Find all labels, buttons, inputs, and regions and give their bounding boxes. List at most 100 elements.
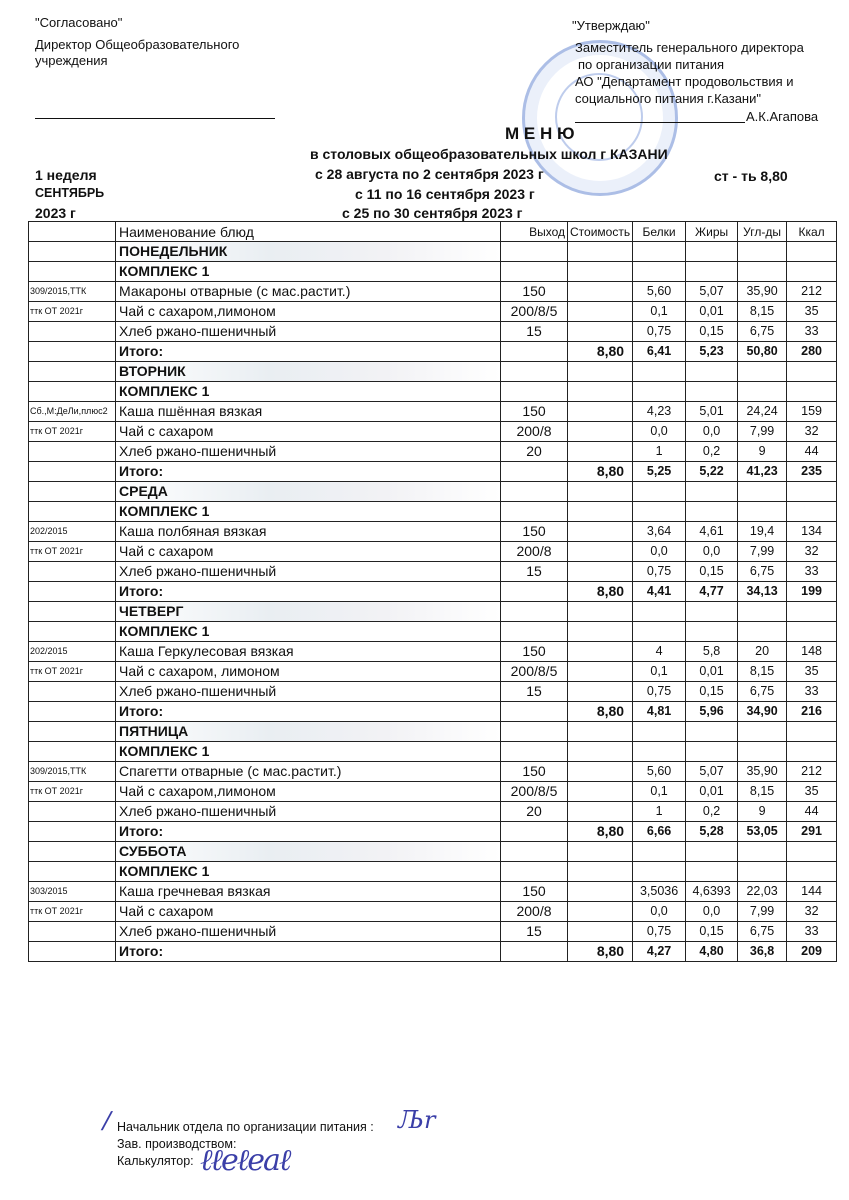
dish-kcal: 32 <box>786 901 838 922</box>
empty-cell <box>500 701 568 722</box>
empty-cell <box>737 721 788 742</box>
dish-cost <box>566 421 634 442</box>
dish-kcal: 212 <box>786 281 838 302</box>
table-row: ттк ОТ 2021г Чай с сахаром,лимоном 200/8/5… <box>28 781 838 802</box>
dish-cost <box>566 561 634 582</box>
dish-code <box>28 321 116 342</box>
kompleks-row: КОМПЛЕКС 1 <box>28 261 838 282</box>
empty-cell <box>500 261 568 282</box>
total-label: Итого: <box>115 821 501 842</box>
total-kcal: 209 <box>786 941 838 962</box>
dish-carbs: 6,75 <box>737 921 788 942</box>
code-cell <box>28 481 116 502</box>
total-row: Итого: 8,80 4,41 4,77 34,13 199 <box>28 581 838 602</box>
dish-kcal: 33 <box>786 681 838 702</box>
dish-protein: 0,1 <box>632 781 687 802</box>
dish-cost <box>566 301 634 322</box>
dish-name: Хлеб ржано-пшеничный <box>115 441 501 462</box>
dish-fat: 5,01 <box>685 401 739 422</box>
dish-fat: 0,0 <box>685 421 739 442</box>
dish-cost <box>566 681 634 702</box>
period-3: с 25 по 30 сентября 2023 г <box>342 205 523 221</box>
empty-cell <box>685 241 739 262</box>
footer-head: Начальник отдела по организации питания … <box>117 1120 374 1134</box>
total-fat: 4,77 <box>685 581 739 602</box>
empty-cell <box>786 621 838 642</box>
total-carbs: 50,80 <box>737 341 788 362</box>
dish-cost <box>566 281 634 302</box>
dish-carbs: 8,15 <box>737 661 788 682</box>
dish-protein: 0,1 <box>632 661 687 682</box>
empty-cell <box>632 481 687 502</box>
dish-fat: 0,15 <box>685 561 739 582</box>
dish-cost <box>566 521 634 542</box>
dish-fat: 0,15 <box>685 921 739 942</box>
code-cell <box>28 381 116 402</box>
dish-name: Каша пшённая вязкая <box>115 401 501 422</box>
subtitle: в столовых общеобразовательных школ г КА… <box>310 146 668 162</box>
empty-cell <box>786 501 838 522</box>
empty-cell <box>685 381 739 402</box>
table-row: Хлеб ржано-пшеничный 15 0,75 0,15 6,75 33 <box>28 561 838 582</box>
total-protein: 6,66 <box>632 821 687 842</box>
dish-name: Чай с сахаром, лимоном <box>115 661 501 682</box>
dish-code <box>28 921 116 942</box>
total-label: Итого: <box>115 581 501 602</box>
dish-protein: 4,23 <box>632 401 687 422</box>
day-row: СУББОТА <box>28 841 838 862</box>
dish-protein: 3,64 <box>632 521 687 542</box>
footer-calculator: Калькулятор: <box>117 1154 194 1168</box>
code-cell <box>28 841 116 862</box>
day-row: ЧЕТВЕРГ <box>28 601 838 622</box>
code-cell <box>28 861 116 882</box>
total-row: Итого: 8,80 6,66 5,28 53,05 291 <box>28 821 838 842</box>
dish-protein: 5,60 <box>632 761 687 782</box>
empty-cell <box>786 361 838 382</box>
month-label: СЕНТЯБРЬ <box>35 186 105 200</box>
empty-cell <box>566 861 634 882</box>
menu-table: Наименование блюд Выход Стоимость Белки … <box>28 221 838 962</box>
total-fat: 4,80 <box>685 941 739 962</box>
dish-code: ттк ОТ 2021г <box>28 901 116 922</box>
empty-cell <box>685 361 739 382</box>
code-cell <box>28 501 116 522</box>
table-row: Сб.,М:ДеЛи,плюс2 Каша пшённая вязкая 150 4,… <box>28 401 838 422</box>
dish-output: 150 <box>500 401 568 422</box>
dish-carbs: 6,75 <box>737 321 788 342</box>
total-protein: 6,41 <box>632 341 687 362</box>
empty-cell <box>632 721 687 742</box>
empty-cell <box>632 241 687 262</box>
dish-name: Чай с сахаром <box>115 541 501 562</box>
empty-cell <box>500 721 568 742</box>
dish-fat: 0,2 <box>685 801 739 822</box>
dish-cost <box>566 781 634 802</box>
dish-name: Хлеб ржано-пшеничный <box>115 801 501 822</box>
empty-cell <box>500 601 568 622</box>
total-protein: 5,25 <box>632 461 687 482</box>
empty-cell <box>786 241 838 262</box>
kompleks-name: КОМПЛЕКС 1 <box>115 381 501 402</box>
total-kcal: 199 <box>786 581 838 602</box>
kompleks-row: КОМПЛЕКС 1 <box>28 621 838 642</box>
empty-cell <box>500 621 568 642</box>
day-name: ВТОРНИК <box>115 361 501 382</box>
empty-cell <box>632 621 687 642</box>
year-label: 2023 г <box>35 205 76 221</box>
dish-carbs: 22,03 <box>737 881 788 902</box>
total-cost: 8,80 <box>566 701 634 722</box>
empty-cell <box>566 601 634 622</box>
empty-cell <box>737 741 788 762</box>
col-fat: Жиры <box>685 221 739 242</box>
dish-code: 303/2015 <box>28 881 116 902</box>
dish-cost <box>566 881 634 902</box>
day-name: СУББОТА <box>115 841 501 862</box>
col-cost: Стоимость <box>566 221 634 242</box>
day-name: ЧЕТВЕРГ <box>115 601 501 622</box>
dish-carbs: 7,99 <box>737 901 788 922</box>
code-cell <box>28 261 116 282</box>
day-row: ВТОРНИК <box>28 361 838 382</box>
dish-fat: 0,01 <box>685 301 739 322</box>
dish-protein: 4 <box>632 641 687 662</box>
code-cell <box>28 581 116 602</box>
dish-name: Хлеб ржано-пшеничный <box>115 321 501 342</box>
